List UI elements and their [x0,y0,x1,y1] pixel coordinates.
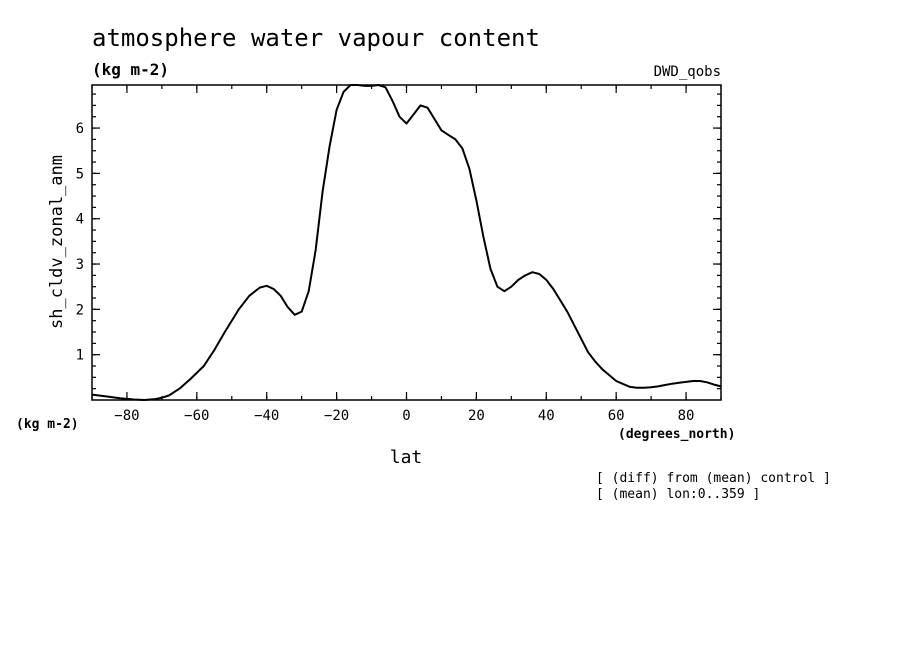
y-axis-label: sh_cldv_zonal_anm [47,155,67,329]
y-tick-label: 1 [76,348,84,364]
axis-ticks [91,85,722,400]
y-tick-label: 4 [76,212,84,228]
y-tick-label: 5 [76,166,84,182]
x-tick-labels: −80 −60 −40 −20 0 20 40 60 80 [114,408,694,424]
y-tick-label: 6 [76,121,84,137]
series-line [91,84,722,401]
x-tick-label: −20 [324,408,349,424]
y-tick-label: 2 [76,302,84,318]
x-tick-label: 40 [538,408,555,424]
y-tick-label: 3 [76,257,84,273]
y-tick-labels: 1 2 3 4 5 6 [76,121,84,364]
chart-title: atmosphere water vapour content [92,24,540,52]
note-line-1: [ (diff) from (mean) control ] [596,471,831,486]
y-units-label: (kg m-2) [16,417,79,432]
x-tick-label: 80 [678,408,695,424]
x-tick-label: −60 [184,408,209,424]
x-units-label: (degrees_north) [618,427,735,442]
x-tick-label: −40 [254,408,279,424]
x-tick-label: 0 [402,408,410,424]
plot-frame [91,84,722,401]
x-tick-label: −80 [114,408,139,424]
source-label: DWD_qobs [654,64,721,80]
note-line-2: [ (mean) lon:0..359 ] [596,487,760,502]
x-tick-label: 60 [608,408,625,424]
x-tick-label: 20 [468,408,485,424]
x-axis-label: lat [390,447,423,468]
chart-units: (kg m-2) [92,60,169,79]
